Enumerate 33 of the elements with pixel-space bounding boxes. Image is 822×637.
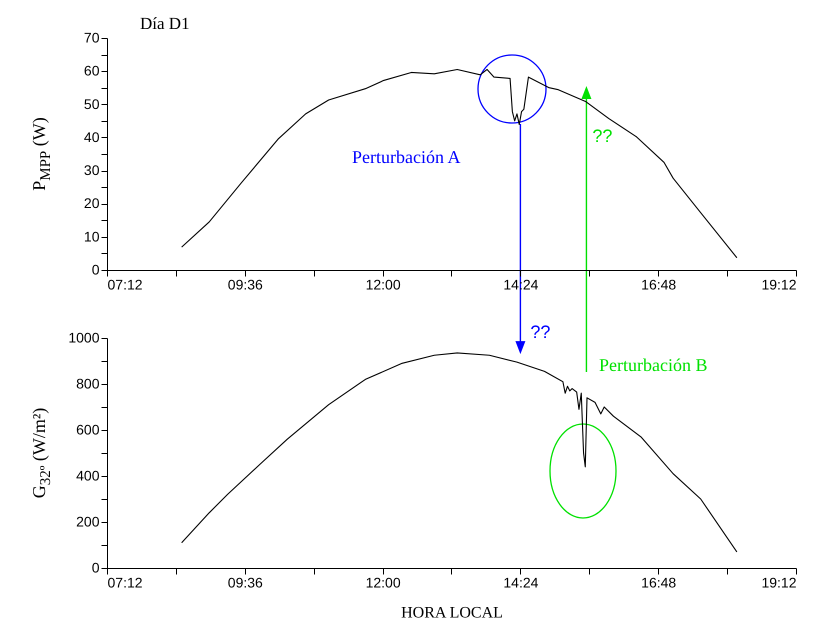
y-tick-label: 40 (84, 128, 100, 145)
y-tick-label: 60 (84, 62, 100, 79)
annotation: ?? (592, 126, 612, 146)
line-series (181, 68, 738, 258)
y-tick-label: 600 (76, 422, 100, 438)
y-tick-label: 50 (84, 96, 100, 112)
y-tick-label: 0 (92, 262, 100, 278)
x-tick-label: 19:12 (761, 276, 797, 292)
y-tick-label: 800 (76, 376, 100, 392)
x-tick-label: 09:36 (228, 574, 264, 590)
chart-title: Día D1 (140, 14, 190, 33)
annotation: Perturbación B (599, 355, 708, 375)
line-series (181, 352, 738, 552)
x-tick-label: 16:48 (641, 276, 676, 292)
x-tick-label: 12:00 (366, 574, 401, 590)
y-tick-label: 400 (76, 468, 100, 484)
x-axis-title: HORA LOCAL (401, 604, 503, 622)
annotation: ?? (530, 322, 550, 342)
x-tick-label: 09:36 (228, 276, 264, 292)
y-tick-label: 200 (76, 514, 100, 530)
y-tick-label: 20 (84, 195, 100, 212)
x-tick-label: 14:24 (503, 574, 539, 590)
x-tick-label: 16:48 (641, 574, 676, 590)
x-tick-label: 07:12 (108, 574, 143, 590)
annotation: Perturbación A (352, 147, 460, 167)
y-tick-label: 70 (84, 30, 100, 46)
y-tick-label: 10 (84, 228, 100, 244)
y-tick-label: 30 (84, 162, 100, 178)
x-tick-label: 07:12 (108, 276, 143, 292)
x-tick-label: 12:00 (366, 276, 401, 292)
y-tick-label: 1000 (68, 330, 100, 346)
y-tick-label: 0 (92, 560, 100, 576)
x-tick-label: 19:12 (761, 574, 797, 590)
